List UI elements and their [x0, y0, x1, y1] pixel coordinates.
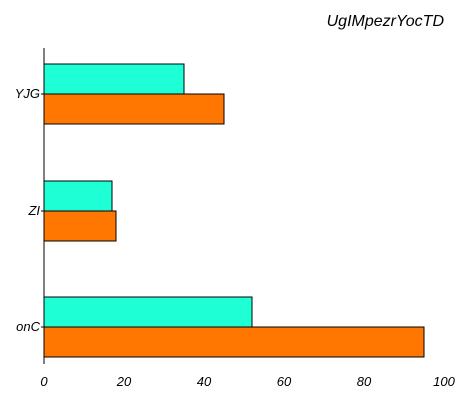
bars-group — [43, 63, 425, 358]
bar-onC-series-2 — [43, 326, 425, 358]
bar-YJG-series-2 — [43, 93, 225, 125]
x-tick-label: 0 — [40, 374, 48, 389]
category-label: ZI — [27, 203, 40, 218]
x-tick-labels: 0 20 40 60 80 100 — [40, 374, 455, 389]
category-label: YJG — [15, 86, 40, 101]
x-tick-label: 100 — [433, 374, 455, 389]
x-tick-label: 20 — [116, 374, 132, 389]
category-labels: YJG ZI onC — [15, 86, 44, 334]
bar-ZI-series-1 — [43, 180, 113, 212]
x-tick-label: 60 — [277, 374, 292, 389]
bar-ZI-series-2 — [43, 210, 117, 242]
chart-title: UgIMpezrYocTD — [327, 13, 445, 30]
x-tick-label: 40 — [197, 374, 212, 389]
bar-YJG-series-1 — [43, 63, 185, 95]
category-label: onC — [16, 319, 40, 334]
x-tick-label: 80 — [357, 374, 372, 389]
bar-onC-series-1 — [43, 296, 253, 328]
